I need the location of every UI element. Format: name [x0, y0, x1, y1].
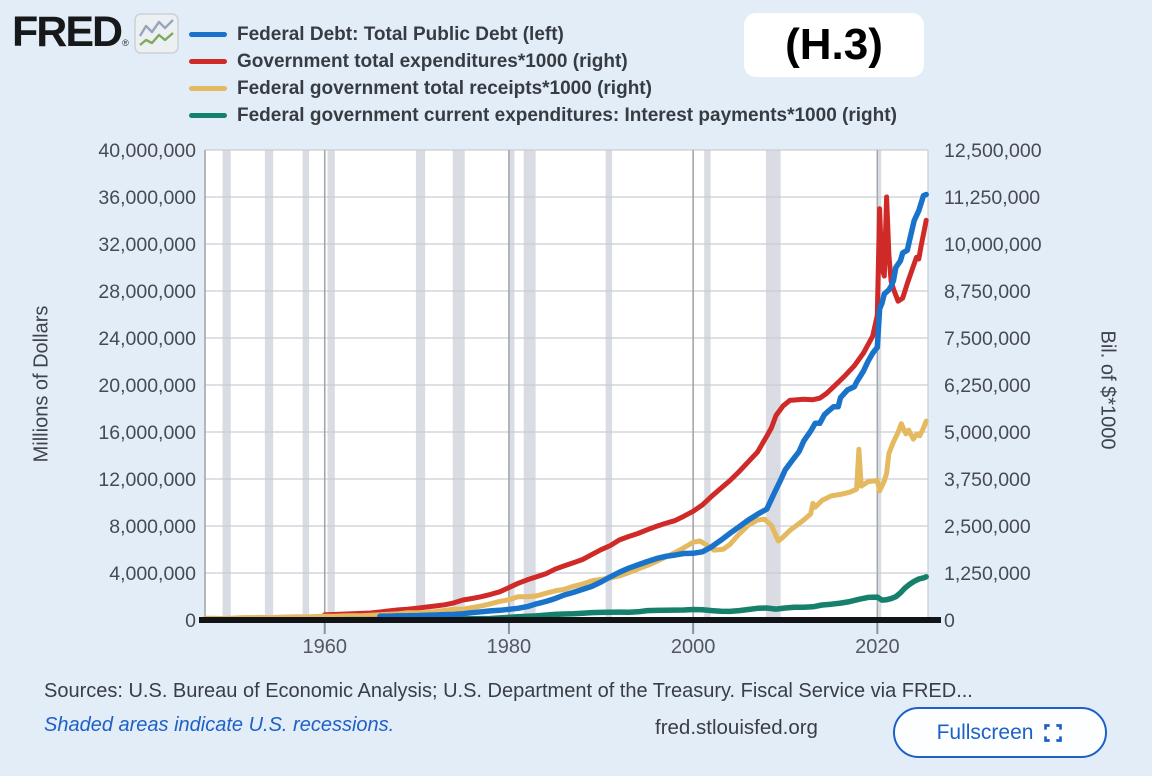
sources-text: Sources: U.S. Bureau of Economic Analysi…	[44, 680, 973, 702]
legend-item-interest-payments: Federal government current expenditures:…	[189, 102, 897, 129]
legend-swatch-federal-debt	[189, 32, 227, 37]
y-axis-tick-label-left: 0	[185, 610, 196, 632]
y-axis-tick-label-left: 16,000,000	[98, 422, 196, 444]
y-axis-tick-label-left: 8,000,000	[109, 516, 196, 538]
fullscreen-button-label: Fullscreen	[936, 720, 1034, 744]
legend-label: Federal Debt: Total Public Debt (left)	[237, 23, 564, 45]
y-axis-tick-label-left: 20,000,000	[98, 375, 196, 397]
y-axis-tick-label-right: 0	[944, 610, 955, 632]
series-line-receipts	[202, 418, 929, 621]
y-axis-tick-label-left: 4,000,000	[109, 563, 196, 585]
fred-sparkline-icon	[133, 13, 179, 54]
left-axis-title: Millions of Dollars	[30, 305, 53, 463]
y-axis-tick-label-right: 2,500,000	[944, 516, 1031, 538]
x-axis-tick-label: 2000	[671, 636, 716, 658]
y-axis-tick-label-left: 40,000,000	[98, 140, 196, 162]
fred-logo: FRED ®	[12, 10, 180, 55]
y-axis-tick-label-left: 36,000,000	[98, 187, 196, 209]
series-line-expenditures	[322, 194, 929, 618]
y-axis-tick-label-left: 24,000,000	[98, 328, 196, 350]
y-axis-tick-label-right: 8,750,000	[944, 281, 1031, 303]
figure-label-badge: (H.3)	[744, 13, 924, 77]
legend-label: Federal government current expenditures:…	[237, 104, 897, 126]
legend-label: Federal government total receipts*1000 (…	[237, 77, 652, 99]
legend-item-expenditures: Government total expenditures*1000 (righ…	[189, 48, 897, 75]
y-axis-tick-label-right: 3,750,000	[944, 469, 1031, 491]
x-axis-tick-label: 2020	[855, 636, 900, 658]
legend-swatch-receipts	[189, 86, 227, 91]
legend-swatch-expenditures	[189, 59, 227, 64]
y-axis-tick-label-right: 10,000,000	[944, 234, 1042, 256]
recession-note: Shaded areas indicate U.S. recessions.	[44, 714, 395, 736]
x-axis-tick-label: 1960	[302, 636, 347, 658]
right-axis-title: Bil. of $*1000	[1096, 330, 1119, 450]
y-axis-tick-label-right: 1,250,000	[944, 563, 1031, 585]
fullscreen-icon	[1044, 723, 1063, 742]
legend-swatch-interest-payments	[189, 113, 227, 118]
x-axis-line	[199, 617, 941, 623]
fred-logo-text: FRED	[12, 8, 123, 56]
legend-label: Government total expenditures*1000 (righ…	[237, 50, 628, 72]
site-label: fred.stlouisfed.org	[655, 716, 818, 739]
registered-mark: ®	[122, 38, 129, 48]
y-axis-tick-label-right: 12,500,000	[944, 140, 1042, 162]
y-axis-tick-label-left: 32,000,000	[98, 234, 196, 256]
y-axis-tick-label-left: 28,000,000	[98, 281, 196, 303]
series-line-federal-debt	[377, 191, 929, 619]
legend-item-federal-debt: Federal Debt: Total Public Debt (left)	[189, 21, 897, 48]
legend-item-receipts: Federal government total receipts*1000 (…	[189, 75, 897, 102]
y-axis-tick-label-left: 12,000,000	[98, 469, 196, 491]
x-axis-tick-label: 1980	[487, 636, 532, 658]
legend: Federal Debt: Total Public Debt (left) G…	[189, 21, 897, 129]
fullscreen-button[interactable]: Fullscreen	[893, 707, 1107, 758]
y-axis-tick-label-right: 5,000,000	[944, 422, 1031, 444]
y-axis-tick-label-right: 11,250,000	[944, 187, 1040, 209]
y-axis-tick-label-right: 7,500,000	[944, 328, 1031, 350]
y-axis-tick-label-right: 6,250,000	[944, 375, 1031, 397]
